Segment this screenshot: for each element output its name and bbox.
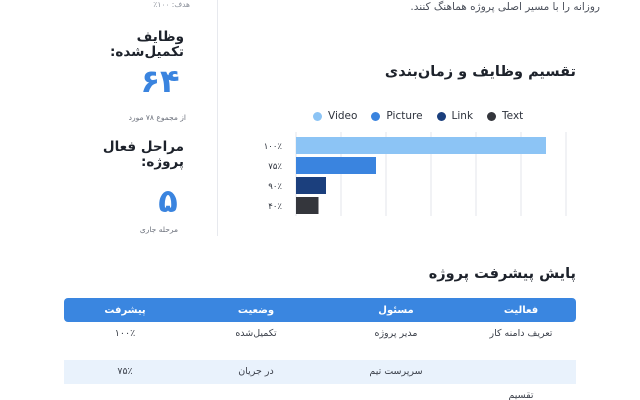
tick-label: ۴۰٪ — [268, 202, 282, 212]
legend-dot-text — [487, 111, 497, 121]
header-progress: پیشرفت — [104, 304, 146, 316]
chart-legend: Video Picture Link Text — [313, 110, 523, 122]
legend-label-video: Video — [328, 110, 358, 122]
progress-section-title: پایش پیشرفت پروژه — [428, 266, 576, 282]
legend-label-text: Text — [502, 110, 524, 122]
header-activity: فعالیت — [503, 304, 539, 316]
task-bar-chart: ۱۰۰٪ ۷۵٪ ۹۰٪ ۴۰٪ — [264, 132, 567, 216]
legend-item-text: Text — [487, 110, 523, 122]
legend-dot-video — [313, 111, 322, 121]
target-caption: هدف: ۱۰۰٪ — [153, 0, 190, 9]
cell-owner — [326, 384, 466, 390]
cell-status: تکمیل‌شده — [235, 328, 277, 339]
legend-label-picture: Picture — [386, 110, 423, 122]
table-row: تقسیم — [64, 384, 576, 400]
cell-progress: ۷۵٪ — [117, 366, 133, 377]
cell-activity: تعریف دامنه کار — [489, 328, 553, 339]
legend-dot-picture — [371, 111, 381, 121]
table-row: سرپرست تیم در جریان ۷۵٪ — [64, 360, 576, 384]
active-phases-sub: مرحله جاری — [139, 225, 178, 234]
bar-link — [296, 177, 326, 194]
header-owner: مسئول — [378, 304, 414, 316]
legend-label-link: Link — [451, 110, 474, 122]
legend-item-picture: Picture — [371, 110, 423, 122]
cell-progress: ۱۰۰٪ — [114, 328, 136, 339]
cell-activity: تقسیم — [508, 390, 534, 400]
bar-picture — [296, 157, 376, 174]
bar-text — [296, 197, 319, 214]
cell-owner: سرپرست تیم — [369, 366, 423, 377]
tick-label: ۱۰۰٪ — [264, 142, 283, 152]
stats-panel: هدف: ۱۰۰٪ وظایف تکمیل‌شده: ۶۴ از مجموع ۷… — [0, 0, 218, 236]
intro-text-fragment: روزانه را با مسیر اصلی پروژه هماهنگ کنند… — [410, 1, 600, 13]
header-status: وضعیت — [237, 304, 275, 316]
active-phases-label: مراحل فعال پروژه: — [102, 139, 184, 170]
cell-activity — [466, 360, 576, 366]
table-row: تعریف دامنه کار مدیر پروژه تکمیل‌شده ۱۰۰… — [64, 322, 576, 360]
table-header: فعالیت مسئول وضعیت پیشرفت — [64, 298, 576, 322]
cell-status — [186, 384, 326, 390]
legend-item-link: Link — [436, 110, 474, 122]
legend-item-video: Video — [313, 110, 357, 122]
tick-label: ۹۰٪ — [268, 182, 282, 192]
active-phases-value: ۵ — [158, 182, 178, 220]
legend-dot-link — [436, 111, 446, 121]
completed-tasks-label: وظایف تکمیل‌شده: — [110, 29, 184, 60]
progress-table: فعالیت مسئول وضعیت پیشرفت تعریف دامنه کا… — [64, 298, 576, 400]
cell-owner: مدیر پروژه — [374, 328, 418, 339]
cell-progress — [64, 384, 186, 390]
completed-tasks-sub: از مجموع ۷۸ مورد — [128, 113, 186, 122]
completed-tasks-value: ۶۴ — [140, 62, 180, 100]
cell-status: در جریان — [238, 366, 274, 377]
bar-video — [296, 137, 546, 154]
tick-label: ۷۵٪ — [268, 162, 282, 172]
chart-title: تقسیم وظایف و زمان‌بندی — [384, 64, 576, 80]
